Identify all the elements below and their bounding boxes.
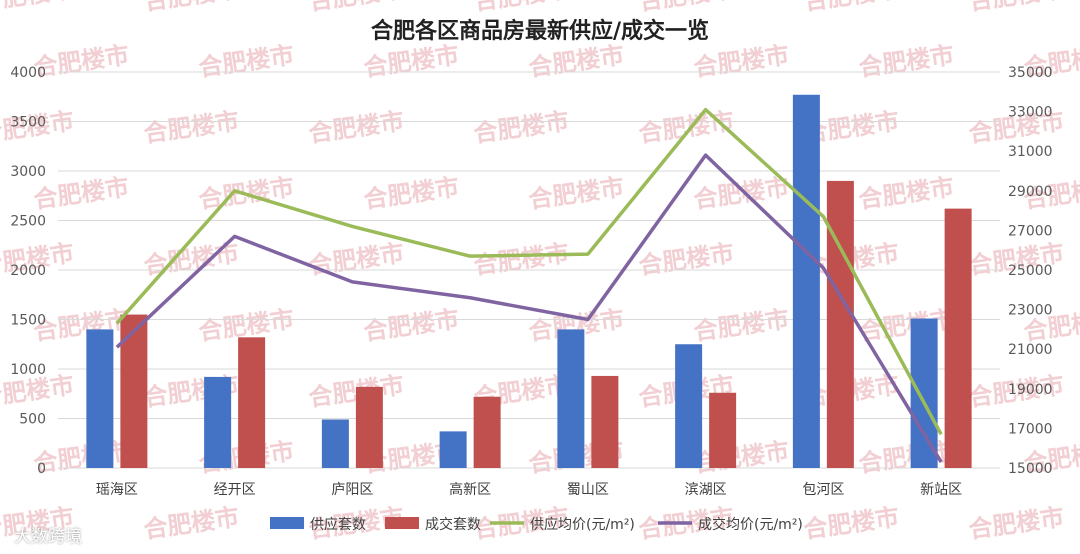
watermark-text: 合肥楼市 <box>362 305 461 346</box>
category-label: 高新区 <box>449 481 491 498</box>
right-tick-label: 25000 <box>1008 263 1053 279</box>
left-tick-label: 500 <box>19 412 46 428</box>
watermark-text: 合肥楼市 <box>527 41 626 82</box>
left-tick-label: 3500 <box>10 115 46 131</box>
category-label: 庐阳区 <box>331 482 373 498</box>
left-axis: 0 500 1000 1500 2000 2500 3000 3500 4000 <box>10 65 46 477</box>
legend-label: 成交套数 <box>425 516 481 533</box>
watermark-text: 合肥楼市 <box>142 0 241 16</box>
category-label: 包河区 <box>802 482 844 498</box>
watermark-text: 合肥楼市 <box>857 173 956 214</box>
bar-deal <box>826 180 854 468</box>
right-tick-label: 23000 <box>1008 303 1053 319</box>
watermark-text: 合肥楼市 <box>692 41 791 82</box>
bar-deal <box>238 337 266 468</box>
right-tick-label: 17000 <box>1008 421 1053 437</box>
bar-supply <box>675 344 703 468</box>
bar-deal <box>473 396 501 468</box>
right-tick-label: 15000 <box>1008 461 1053 477</box>
category-label: 滨湖区 <box>685 482 727 498</box>
right-tick-label: 19000 <box>1008 382 1053 398</box>
watermark-text: 合肥楼市 <box>692 173 791 214</box>
watermark-text: 合肥楼市 <box>802 503 901 544</box>
bar-supply <box>321 419 349 468</box>
category-label: 经开区 <box>214 482 256 498</box>
legend-swatch <box>385 517 419 529</box>
brand-watermark: 大数跨境 <box>14 527 82 547</box>
line-deal-price <box>115 153 943 463</box>
watermark-text: 合肥楼市 <box>362 41 461 82</box>
watermark-text: 合肥楼市 <box>307 0 406 16</box>
legend: 供应套数 成交套数 供应均价(元/m²) 成交均价(元/m²) <box>270 516 803 533</box>
watermark-text: 合肥楼市 <box>857 305 956 346</box>
line-supply-price <box>115 107 943 436</box>
category-label: 新站区 <box>920 482 962 498</box>
left-tick-label: 0 <box>37 461 46 477</box>
bar-supply <box>792 94 820 469</box>
bar-supply <box>910 318 938 468</box>
x-axis: 瑶海区 经开区 庐阳区 高新区 蜀山区 滨湖区 包河区 新站区 <box>96 481 962 498</box>
right-tick-label: 33000 <box>1008 105 1053 121</box>
right-tick-label: 29000 <box>1008 184 1053 200</box>
watermark-text: 合肥楼市 <box>967 503 1066 544</box>
right-tick-label: 21000 <box>1008 342 1053 358</box>
watermark-text: 合肥楼市 <box>472 239 571 280</box>
left-tick-label: 2500 <box>10 214 46 230</box>
legend-label: 供应套数 <box>310 516 366 533</box>
watermark-text: 合肥楼市 <box>637 239 736 280</box>
watermark-text: 合肥楼市 <box>472 0 571 16</box>
watermark-text: 合肥楼市 <box>307 107 406 148</box>
bar-supply <box>557 329 585 468</box>
legend-label: 供应均价(元/m²) <box>530 516 635 533</box>
right-tick-label: 31000 <box>1008 144 1053 160</box>
watermark-text: 合肥楼市 <box>637 107 736 148</box>
bar-deal <box>944 208 972 468</box>
bar-deal <box>120 314 148 468</box>
watermark-text: 合肥楼市 <box>802 0 901 16</box>
watermark-text: 合肥楼市 <box>32 41 131 82</box>
left-tick-label: 4000 <box>10 65 46 81</box>
watermark-text: 合肥楼市 <box>32 437 131 478</box>
left-tick-label: 1000 <box>10 362 46 378</box>
left-tick-label: 2000 <box>10 263 46 279</box>
legend-swatch <box>270 517 304 529</box>
watermark-text: 合肥楼市 <box>0 0 76 16</box>
category-label: 瑶海区 <box>96 482 138 498</box>
watermark-text: 合肥楼市 <box>967 0 1066 16</box>
right-axis: 15000 17000 19000 21000 23000 25000 27000 29000… <box>1008 65 1053 477</box>
right-tick-label: 27000 <box>1008 223 1053 239</box>
watermark-text: 合肥楼市 <box>362 173 461 214</box>
bar-supply <box>86 329 114 468</box>
bars <box>86 94 972 469</box>
watermark-text: 合肥楼市 <box>32 173 131 214</box>
watermark-text: 合肥楼市 <box>857 41 956 82</box>
watermark-text: 合肥楼市 <box>142 503 241 544</box>
legend-label: 成交均价(元/m²) <box>698 516 803 533</box>
category-label: 蜀山区 <box>567 482 609 498</box>
bar-supply <box>204 376 232 468</box>
watermark-text: 合肥楼市 <box>197 41 296 82</box>
left-tick-label: 3000 <box>10 164 46 180</box>
watermark-text: 合肥楼市 <box>637 0 736 16</box>
watermark-text: 合肥楼市 <box>32 305 131 346</box>
lines <box>115 107 943 463</box>
watermark-text: 合肥楼市 <box>307 239 406 280</box>
chart-title: 合肥各区商品房最新供应/成交一览 <box>371 18 709 44</box>
watermark-text: 合肥楼市 <box>692 437 791 478</box>
watermark-text: 合肥楼市 <box>857 437 956 478</box>
watermark-text: 合肥楼市 <box>527 173 626 214</box>
watermark-text: 合肥楼市 <box>142 107 241 148</box>
bar-deal <box>355 386 383 468</box>
watermark-text: 合肥楼市 <box>472 107 571 148</box>
bar-supply <box>439 431 467 468</box>
bar-deal <box>591 375 619 468</box>
left-tick-label: 1500 <box>10 313 46 329</box>
watermark-text: 合肥楼市 <box>692 305 791 346</box>
right-tick-label: 35000 <box>1008 65 1053 81</box>
bar-deal <box>709 392 737 468</box>
